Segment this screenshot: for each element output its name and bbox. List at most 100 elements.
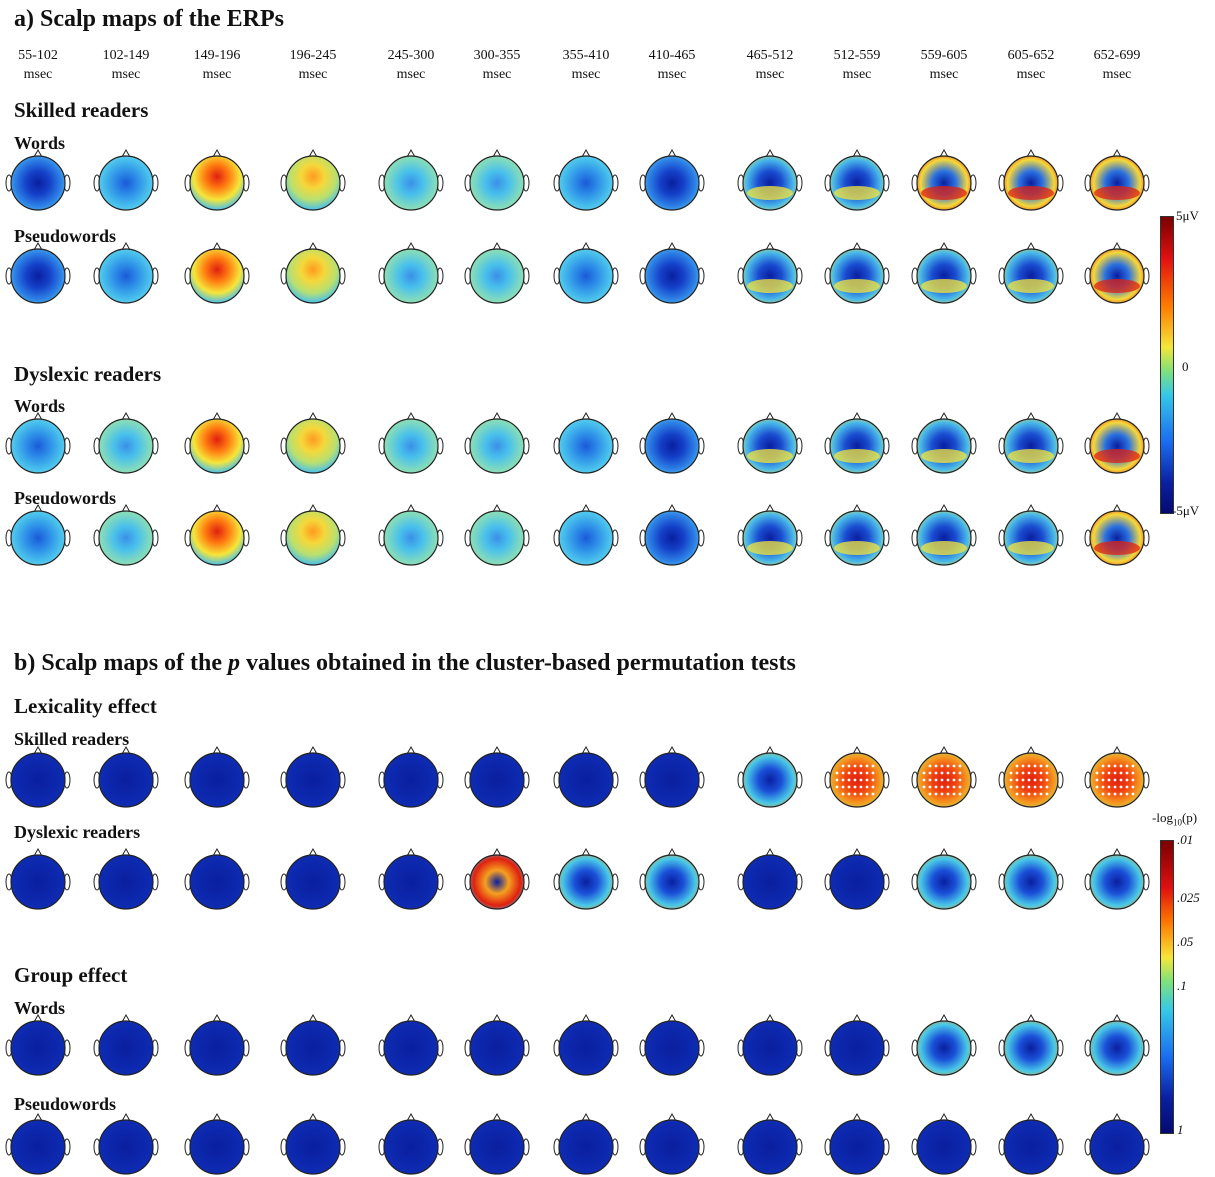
panel-b-title: b) Scalp maps of the p values obtained i…	[14, 650, 796, 676]
time-window-label: 196-245 msec	[289, 48, 337, 82]
pvalue-colorbar-tick: .025	[1177, 890, 1200, 905]
group-pseudowords-label: Pseudowords	[14, 1094, 117, 1114]
erp-colorbar-min: -5μV	[1172, 503, 1200, 518]
scalp-map	[1084, 241, 1150, 304]
scalp-map	[280, 148, 346, 211]
scalp-map	[998, 411, 1064, 474]
scalp-map	[280, 745, 346, 808]
lexicality-skilled-label: Skilled readers	[14, 729, 130, 749]
scalp-map	[184, 847, 250, 910]
scalp-map	[998, 241, 1064, 304]
scalp-map	[911, 1013, 977, 1076]
scalp-map	[824, 241, 890, 304]
panel-a-title: a) Scalp maps of the ERPs	[14, 6, 285, 32]
time-window-label: 300-355 msec	[473, 48, 521, 82]
scalp-map	[824, 1013, 890, 1076]
scalp-map	[737, 503, 803, 566]
scalp-map	[824, 1112, 890, 1175]
scalp-map	[553, 1112, 619, 1175]
erp-colorbar	[1160, 216, 1174, 514]
time-window-label: 512-559 msec	[833, 48, 881, 82]
scalp-map	[184, 241, 250, 304]
scalp-map	[1084, 503, 1150, 566]
scalp-map	[639, 1013, 705, 1076]
scalp-map	[93, 1013, 159, 1076]
scalp-map	[5, 148, 71, 211]
scalp-map	[184, 745, 250, 808]
scalp-map	[378, 411, 444, 474]
scalp-map	[280, 241, 346, 304]
dyslexic-words-label: Words	[14, 396, 66, 416]
scalp-map	[280, 847, 346, 910]
scalp-map	[911, 847, 977, 910]
scalp-map	[184, 148, 250, 211]
scalp-map	[184, 1013, 250, 1076]
pvalue-colorbar-tick: .05	[1177, 934, 1194, 949]
scalp-map	[737, 241, 803, 304]
lexicality-effect-heading: Lexicality effect	[14, 694, 157, 718]
time-window-label: 149-196 msec	[193, 48, 241, 82]
scalp-map	[464, 1013, 530, 1076]
scalp-map	[553, 745, 619, 808]
scalp-map	[378, 148, 444, 211]
scalp-map	[464, 1112, 530, 1175]
scalp-map	[280, 1112, 346, 1175]
scalp-map	[184, 411, 250, 474]
pvalue-colorbar-title: -log10(p)	[1152, 810, 1198, 828]
scalp-map	[639, 847, 705, 910]
time-window-label: 410-465 msec	[648, 48, 696, 82]
scalp-map	[998, 503, 1064, 566]
scalp-map	[1084, 1013, 1150, 1076]
scalp-map	[378, 503, 444, 566]
lexicality-dyslexic-label: Dyslexic readers	[14, 822, 141, 842]
skilled-words-label: Words	[14, 133, 66, 153]
scalp-map	[737, 745, 803, 808]
scalp-map	[5, 411, 71, 474]
scalp-map	[824, 847, 890, 910]
scalp-map	[998, 745, 1064, 808]
dyslexic-pseudowords-label: Pseudowords	[14, 488, 117, 508]
scalp-map	[1084, 411, 1150, 474]
scalp-map	[998, 1013, 1064, 1076]
time-window-label: 605-652 msec	[1007, 48, 1055, 82]
scalp-map	[378, 745, 444, 808]
scalp-map	[5, 1013, 71, 1076]
scalp-map	[464, 241, 530, 304]
group-effect-heading: Group effect	[14, 963, 128, 987]
scalp-map	[93, 1112, 159, 1175]
time-window-label: 245-300 msec	[387, 48, 435, 82]
scalp-map	[93, 503, 159, 566]
scalp-map	[280, 1013, 346, 1076]
group-words-label: Words	[14, 998, 66, 1018]
scalp-map	[824, 148, 890, 211]
scalp-map	[737, 148, 803, 211]
scalp-map	[824, 745, 890, 808]
scalp-map	[737, 1013, 803, 1076]
scalp-map	[553, 503, 619, 566]
scalp-map	[911, 745, 977, 808]
scalp-map	[93, 241, 159, 304]
scalp-map	[184, 503, 250, 566]
scalp-map	[553, 1013, 619, 1076]
time-window-label: 102-149 msec	[102, 48, 150, 82]
scalp-map	[93, 745, 159, 808]
scalp-map	[553, 847, 619, 910]
scalp-map	[639, 1112, 705, 1175]
scalp-map	[911, 1112, 977, 1175]
scalp-map	[998, 1112, 1064, 1175]
pvalue-colorbar-tick: 1	[1177, 1122, 1184, 1137]
pvalue-colorbar-tick: .1	[1177, 978, 1187, 993]
scalp-map	[639, 148, 705, 211]
scalp-map	[1084, 847, 1150, 910]
scalp-map	[553, 411, 619, 474]
scalp-map	[280, 503, 346, 566]
scalp-map	[553, 148, 619, 211]
scalp-map	[824, 411, 890, 474]
scalp-map	[911, 411, 977, 474]
scalp-map	[737, 411, 803, 474]
scalp-map	[1084, 148, 1150, 211]
scalp-map	[378, 241, 444, 304]
scalp-map	[464, 745, 530, 808]
time-window-label: 55-102 msec	[18, 48, 58, 82]
